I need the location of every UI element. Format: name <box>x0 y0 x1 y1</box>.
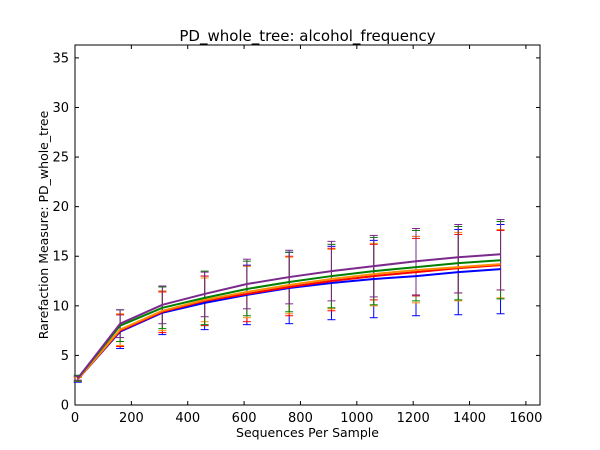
y-tick-label: 30 <box>52 101 69 116</box>
series-line <box>77 253 501 379</box>
x-tick-label: 0 <box>71 411 79 426</box>
y-tick-label: 35 <box>52 51 69 66</box>
y-tick-label: 5 <box>61 349 69 364</box>
y-tick-label: 10 <box>52 299 69 314</box>
plot-frame <box>74 44 541 406</box>
chart-title: PD_whole_tree: alcohol_frequency <box>179 27 435 46</box>
y-tick-label: 20 <box>52 200 69 215</box>
series-line <box>77 263 501 380</box>
y-tick-label: 15 <box>52 250 69 265</box>
x-tick-label: 600 <box>232 411 257 426</box>
x-tick-label: 400 <box>175 411 200 426</box>
x-tick-label: 200 <box>119 411 144 426</box>
x-tick-label: 800 <box>288 411 313 426</box>
x-axis-title: Sequences Per Sample <box>236 425 379 440</box>
series-line <box>77 259 501 379</box>
y-axis-title: Rarefaction Measure: PD_whole_tree <box>36 110 51 339</box>
plot-area: 0 200 400 600 800 1000 1200 1400 1600 0 5 10 15 20 25 3… <box>52 44 542 426</box>
x-tick-label: 1600 <box>509 411 542 426</box>
y-tick-label: 25 <box>52 151 69 166</box>
x-tick-label: 1000 <box>340 411 373 426</box>
x-tick-label: 1200 <box>397 411 430 426</box>
y-tick-label: 0 <box>61 399 69 414</box>
x-tick-label: 1400 <box>453 411 486 426</box>
